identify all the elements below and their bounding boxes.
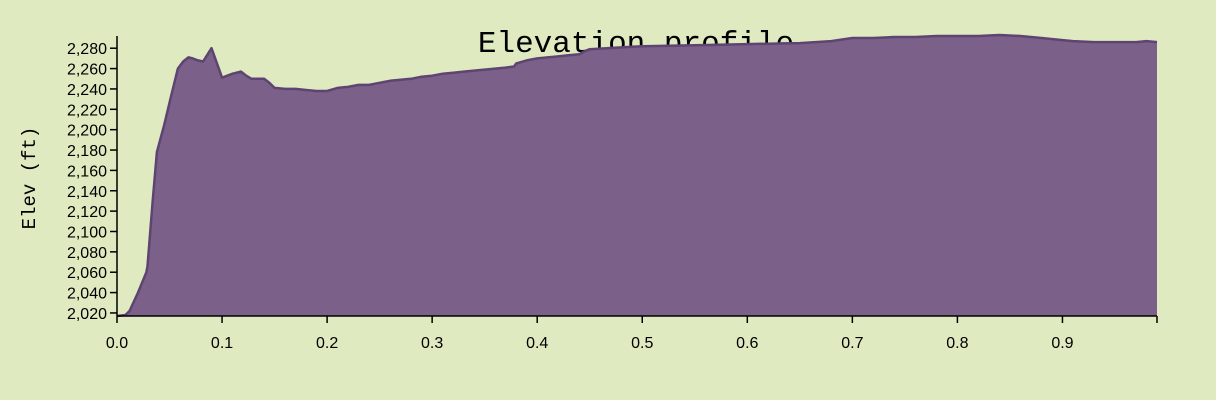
y-tick-label: 2,260 [67,62,107,79]
x-tick-label: 0.9 [1051,335,1073,352]
x-tick-label: 0.1 [211,335,233,352]
plot-area [116,33,1158,318]
x-axis: 0.0 0.1 0.2 0.3 0.4 0.5 0.6 0.7 0.8 0.9 [106,315,1158,352]
x-tick-label: 0.7 [841,335,863,352]
x-tick-label: 0.3 [421,335,443,352]
x-tick-label: 0.8 [946,335,968,352]
x-tick-label: 0.4 [526,335,548,352]
y-tick-label: 2,080 [67,245,107,262]
y-tick-label: 2,280 [67,41,107,58]
y-tick-label: 2,120 [67,204,107,221]
x-tick-label: 0.2 [316,335,338,352]
elevation-area [117,35,1157,316]
y-tick-label: 2,200 [67,123,107,140]
y-tick-label: 2,060 [67,265,107,282]
elevation-line [116,33,1158,318]
y-tick-label: 2,040 [67,286,107,303]
x-tick-label: 0.6 [736,335,758,352]
y-tick-label: 2,140 [67,184,107,201]
y-axis-title: Elev (ft) [19,127,41,230]
y-tick-label: 2,220 [67,102,107,119]
y-tick-label: 2,100 [67,224,107,241]
y-tick-label: 2,160 [67,163,107,180]
y-tick-label: 2,180 [67,143,107,160]
y-axis: 2,020 2,040 2,060 2,080 2,100 2,120 2,140 2,160… [67,36,118,323]
y-tick-label: 2,020 [67,306,107,323]
y-tick-label: 2,240 [67,82,107,99]
x-tick-label: 0.0 [106,335,128,352]
x-tick-label: 0.5 [631,335,653,352]
